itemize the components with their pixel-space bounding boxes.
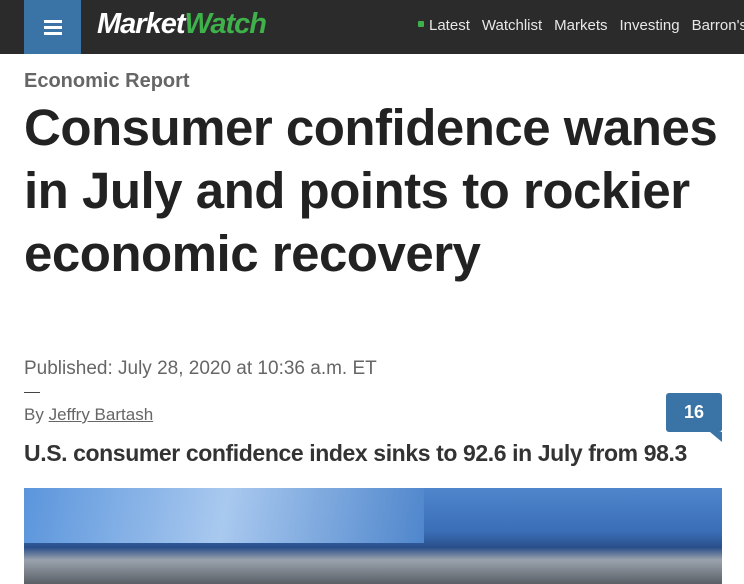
logo-watch: Watch [184,8,267,40]
top-nav: Latest Watchlist Markets Investing Barro… [418,17,744,34]
article-kicker[interactable]: Economic Report [24,70,190,92]
by-label: By [24,405,44,424]
published-timestamp: Published: July 28, 2020 at 10:36 a.m. E… [24,358,377,379]
nav-latest[interactable]: Latest [418,17,470,34]
byline: By Jeffry Bartash [24,405,153,425]
nav-barrons[interactable]: Barron's [691,17,744,34]
site-header: MarketWatch Latest Watchlist Markets Inv… [0,0,744,54]
logo-market: Market [97,8,185,40]
nav-investing[interactable]: Investing [619,17,680,34]
live-dot-icon [418,21,424,28]
nav-watchlist[interactable]: Watchlist [481,17,543,34]
marketwatch-logo[interactable]: MarketWatch [97,8,267,41]
author-link[interactable]: Jeffry Bartash [48,405,154,424]
comments-count-button[interactable]: 16 [666,393,722,442]
article-headline: Consumer confidence wanes in July and po… [24,99,718,282]
hamburger-icon [43,25,62,29]
nav-markets[interactable]: Markets [554,17,608,34]
nav-label: Latest [429,17,470,34]
article-subheadline: U.S. consumer confidence index sinks to … [24,440,687,466]
menu-button[interactable] [24,0,81,54]
article-hero-image [24,488,722,584]
divider [24,392,40,393]
